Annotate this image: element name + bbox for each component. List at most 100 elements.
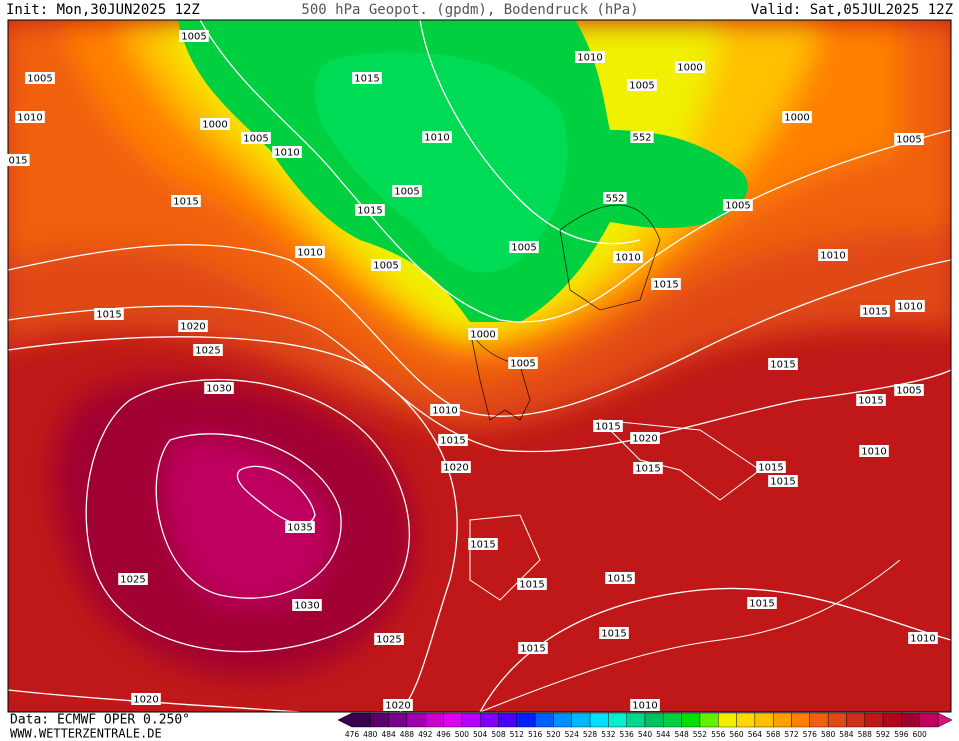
isobar-label-bg [747, 597, 777, 609]
isobar-label-bg [392, 185, 422, 197]
map-frame [7, 19, 952, 713]
isobar-label: 1035 [287, 523, 312, 534]
isobar-label: 1015 [607, 574, 632, 585]
isobar-label: 1000 [677, 63, 702, 74]
isobar-label: 1010 [424, 133, 449, 144]
isobar-label: 1010 [297, 248, 322, 259]
isobar-label-bg [441, 461, 471, 473]
isobar-label: 1000 [202, 120, 227, 131]
isobar-label: 1010 [432, 406, 457, 417]
legend-swatch [718, 712, 737, 728]
isobar-label-bg [179, 30, 209, 42]
isobar-label: 1030 [294, 601, 319, 612]
isobar-label-bg [756, 461, 786, 473]
isobar-label: 1010 [274, 148, 299, 159]
legend-label: 516 [528, 730, 543, 739]
isobar-label: 1010 [17, 113, 42, 124]
isobar-label-bg [517, 578, 547, 590]
legend-swatch [479, 712, 499, 728]
isobar-label: 1005 [373, 261, 398, 272]
legend-swatch [919, 712, 939, 728]
isobar-label-bg [675, 61, 705, 73]
legend-swatch [846, 712, 865, 728]
legend-swatch [443, 712, 463, 728]
isobar-label: 1020 [180, 322, 205, 333]
legend-label: 568 [766, 730, 781, 739]
legend-swatch [681, 712, 701, 728]
isobar-label: 1015 [601, 629, 626, 640]
isobar-label-bg [118, 573, 148, 585]
isobar-label: 1025 [120, 575, 145, 586]
isobar-label: 1015 [470, 540, 495, 551]
isobar-label-bg [856, 394, 886, 406]
legend-swatch [663, 712, 682, 728]
isobar-label-bg [131, 693, 161, 705]
isobar-label-bg [894, 384, 924, 396]
isobar-label-bg [508, 357, 538, 369]
isobar-label-bg [25, 72, 55, 84]
isobar-label: 1015 [770, 360, 795, 371]
isobar-label-bg [599, 627, 629, 639]
legend-label: 544 [656, 730, 671, 739]
isobar-label-bg [383, 699, 413, 711]
legend-swatch [388, 712, 408, 728]
legend-label: 512 [510, 730, 525, 739]
isobar-label-bg [285, 521, 315, 533]
legend-swatch [754, 712, 774, 728]
isobar-label-bg [859, 445, 889, 457]
legend-label: 528 [583, 730, 598, 739]
isobar-label-bg [204, 382, 234, 394]
legend-label: 596 [894, 730, 909, 739]
isobar-label-bg [15, 111, 45, 123]
isobar-label: 1015 [749, 599, 774, 610]
legend-swatch [516, 712, 536, 728]
legend-swatch [827, 712, 847, 728]
isobar-label: 015 [8, 156, 27, 167]
isobar-label: 1015 [862, 307, 887, 318]
isobar-label: 1005 [243, 134, 268, 145]
legend-swatch [626, 712, 646, 728]
isobar-label: 552 [605, 194, 624, 205]
legend-arrow-right [937, 712, 953, 728]
legend-swatch [901, 712, 920, 728]
isobar-label: 1015 [519, 580, 544, 591]
legend-label: 520 [546, 730, 561, 739]
legend-swatch [864, 712, 884, 728]
isobar-label-bg [371, 259, 401, 271]
isobar-label-bg [630, 432, 660, 444]
isobar-label: 1015 [595, 422, 620, 433]
isobar-label-bg [295, 246, 325, 258]
data-source: Data: ECMWF OPER 0.250° [10, 713, 190, 728]
legend-label: 584 [839, 730, 854, 739]
legend-swatch [571, 712, 591, 728]
isobar-label: 1020 [443, 463, 468, 474]
isobar-label-bg [895, 300, 925, 312]
isobar-label: 1020 [385, 701, 410, 712]
legend-label: 572 [784, 730, 799, 739]
isobar-label-bg [627, 79, 657, 91]
isobar-label: 1005 [394, 187, 419, 198]
legend-swatch [498, 712, 518, 728]
legend-swatch [425, 712, 444, 728]
isobar-label-bg [193, 344, 223, 356]
map [8, 20, 951, 712]
legend-arrow-left [337, 712, 353, 728]
legend-label: 560 [729, 730, 744, 739]
isobar-label: 1015 [858, 396, 883, 407]
legend-label: 556 [711, 730, 726, 739]
valid-time: Valid: Sat,05JUL2025 12Z [751, 2, 953, 18]
init-time: Init: Mon,30JUN2025 12Z [6, 2, 200, 18]
legend-swatch [351, 712, 371, 728]
legend-label: 476 [345, 730, 360, 739]
isobar-label-bg [352, 72, 382, 84]
isobar-label-bg [603, 192, 627, 204]
isobar-label-bg [782, 111, 812, 123]
isobar-label-bg [241, 132, 271, 144]
legend-swatch [370, 712, 389, 728]
legend-label: 484 [381, 730, 396, 739]
isobar-label: 1005 [27, 74, 52, 85]
legend-swatch [461, 712, 481, 728]
isobar-label: 1005 [725, 201, 750, 212]
legend-label: 536 [620, 730, 635, 739]
